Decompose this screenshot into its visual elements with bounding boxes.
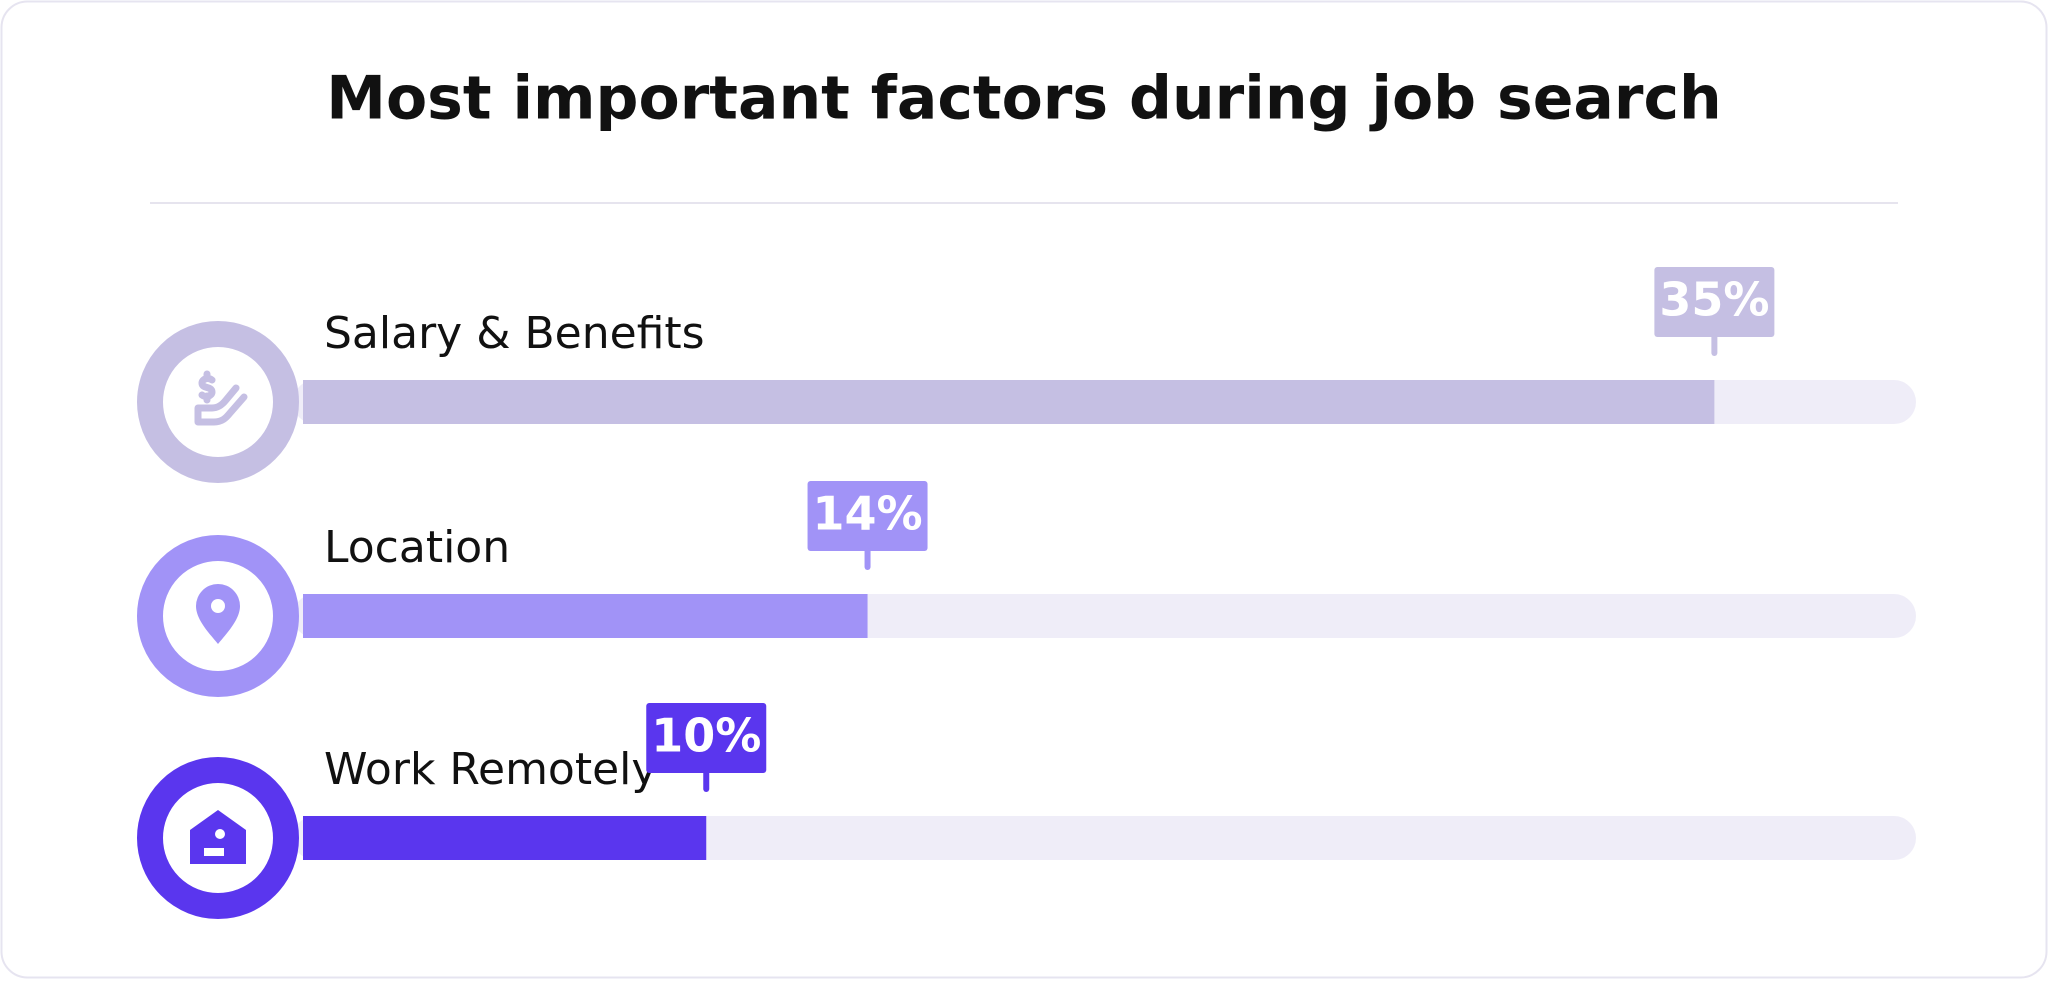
bar [303, 816, 707, 860]
category-label: Location [324, 522, 510, 573]
value-label: 10% [651, 709, 761, 763]
value-label: 14% [812, 487, 922, 541]
icon-ring [137, 321, 299, 483]
value-callout [807, 481, 928, 551]
icon [190, 810, 246, 864]
bar [303, 380, 1715, 424]
icon-dot [215, 829, 225, 839]
value-callout [646, 703, 767, 773]
category-label: Work Remotely [324, 744, 657, 795]
bar [303, 594, 868, 638]
icon [196, 584, 240, 644]
category-label: Salary & Benefits [324, 308, 705, 359]
chart-title: Most important factors during job search [326, 64, 1722, 134]
icon-shape [194, 370, 248, 426]
icon-desk [204, 848, 224, 856]
icon-shape [196, 584, 240, 644]
icon [194, 370, 248, 426]
value-callout [1654, 267, 1775, 337]
value-label: 35% [1659, 273, 1769, 327]
icon-dot [211, 599, 225, 613]
